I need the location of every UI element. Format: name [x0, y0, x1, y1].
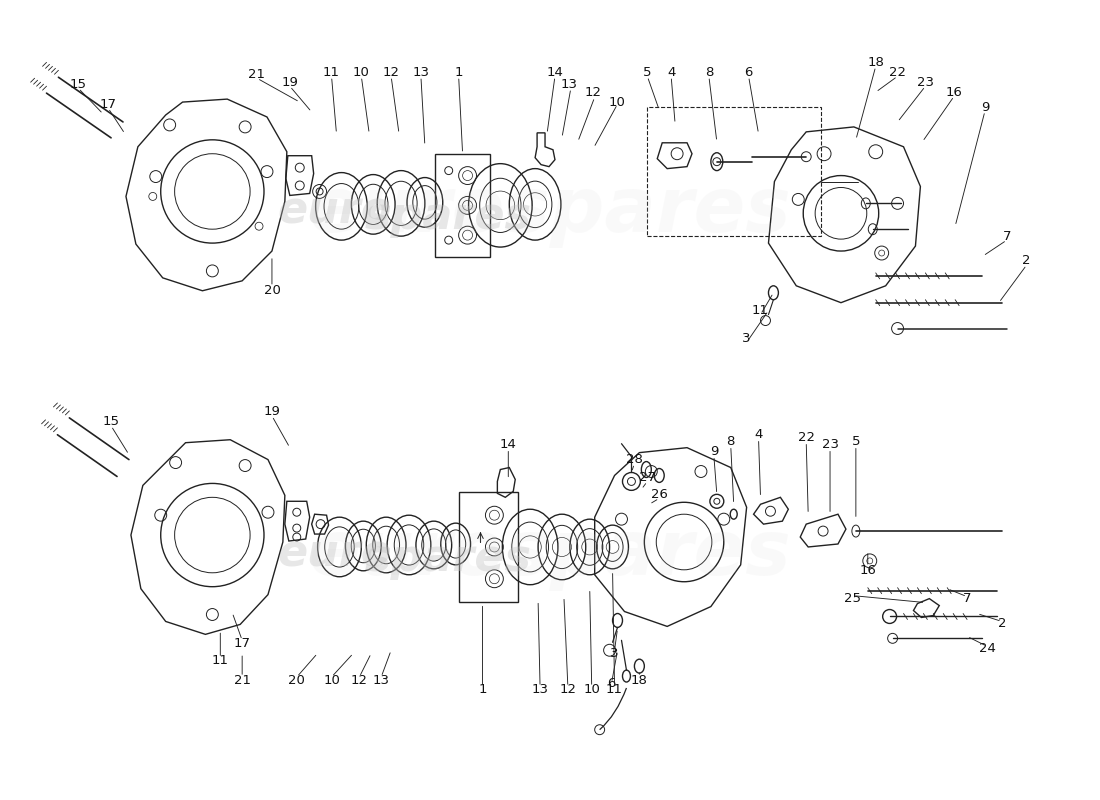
Text: 16: 16 [946, 86, 962, 98]
Text: 10: 10 [583, 683, 601, 697]
Text: 21: 21 [248, 68, 265, 81]
Text: eurospares: eurospares [309, 517, 791, 591]
Text: 25: 25 [845, 592, 861, 605]
Text: 14: 14 [499, 438, 517, 451]
Text: 12: 12 [560, 683, 576, 697]
Text: 21: 21 [233, 674, 251, 686]
Text: 23: 23 [917, 76, 934, 89]
Text: 13: 13 [560, 78, 578, 90]
Text: 12: 12 [584, 86, 602, 98]
Text: euro: euro [277, 533, 392, 575]
Text: 1: 1 [454, 66, 463, 78]
Text: 4: 4 [755, 428, 762, 442]
Text: 24: 24 [979, 642, 996, 654]
Text: 20: 20 [288, 674, 305, 686]
Text: 10: 10 [323, 674, 340, 686]
Text: 13: 13 [373, 674, 389, 686]
Bar [647, 107, 821, 236]
Text: 11: 11 [323, 66, 340, 78]
Text: 2: 2 [1022, 254, 1031, 267]
Text: euro: euro [277, 190, 392, 233]
Text: 16: 16 [859, 564, 877, 578]
Text: 22: 22 [889, 66, 906, 78]
Text: 5: 5 [644, 66, 651, 78]
Text: 6: 6 [745, 66, 752, 78]
Text: 4: 4 [667, 66, 675, 78]
Text: 5: 5 [851, 435, 860, 448]
Text: 10: 10 [353, 66, 370, 78]
Text: 23: 23 [822, 438, 838, 451]
Text: 17: 17 [100, 98, 117, 110]
Text: 7: 7 [962, 592, 971, 605]
Text: 28: 28 [626, 453, 642, 466]
Text: spares: spares [364, 194, 531, 238]
Text: 18: 18 [867, 56, 884, 69]
Text: 26: 26 [651, 488, 668, 501]
Text: 9: 9 [710, 445, 718, 458]
Text: eurospares: eurospares [309, 174, 791, 248]
Text: 10: 10 [608, 95, 625, 109]
Text: 8: 8 [705, 66, 713, 78]
Text: 3: 3 [742, 332, 751, 345]
Text: 20: 20 [264, 284, 280, 298]
Text: 19: 19 [282, 76, 298, 89]
Text: 9: 9 [981, 101, 989, 114]
Text: 12: 12 [383, 66, 399, 78]
Text: spares: spares [364, 538, 531, 580]
Text: 13: 13 [531, 683, 549, 697]
Text: 17: 17 [233, 637, 251, 650]
Text: 11: 11 [606, 683, 623, 697]
Text: 12: 12 [351, 674, 367, 686]
Text: 27: 27 [639, 471, 656, 484]
Text: 1: 1 [478, 683, 486, 697]
Text: 18: 18 [631, 674, 648, 686]
Text: 2: 2 [998, 617, 1006, 630]
Text: 14: 14 [547, 66, 563, 78]
Text: 19: 19 [264, 406, 280, 418]
Text: 8: 8 [726, 435, 735, 448]
Text: 6: 6 [607, 677, 616, 690]
Text: 7: 7 [1002, 230, 1011, 242]
Text: 15: 15 [102, 415, 120, 428]
Text: 22: 22 [798, 431, 815, 444]
Text: 15: 15 [69, 78, 87, 90]
Text: 11: 11 [752, 304, 769, 317]
Text: 13: 13 [412, 66, 429, 78]
Text: 11: 11 [212, 654, 229, 666]
Text: 3: 3 [610, 646, 619, 660]
